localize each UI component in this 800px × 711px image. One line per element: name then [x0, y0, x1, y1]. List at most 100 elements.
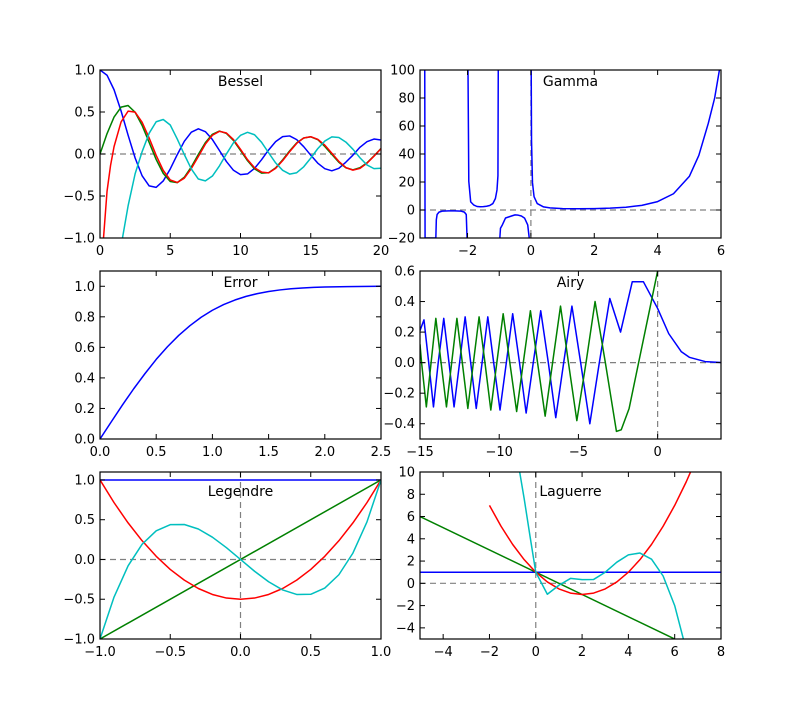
airy-title: Airy — [557, 275, 585, 291]
legendre-series-red-2 — [100, 479, 381, 600]
gamma-x-tick-label: 4 — [653, 244, 661, 259]
bessel-x-tick-label: 20 — [373, 244, 390, 259]
airy-y-tick-label: −0.4 — [383, 417, 415, 432]
error-x-tick-label: 0.0 — [90, 445, 111, 460]
legendre-series-cyan-3 — [100, 479, 381, 639]
laguerre-y-tick-label: −4 — [396, 621, 415, 636]
bessel-x-tick-label: 5 — [166, 244, 174, 259]
laguerre-x-tick-label: 4 — [624, 645, 632, 660]
legendre-y-tick-label: −1.0 — [63, 633, 95, 648]
bessel-series-blue-0 — [100, 70, 381, 189]
laguerre-plot-frame — [419, 471, 722, 640]
laguerre-title: Laguerre — [539, 484, 601, 500]
error-x-tick-label: 2.0 — [314, 445, 335, 460]
laguerre-series-red-2 — [488, 472, 692, 596]
bessel-y-tick-label: 0.0 — [74, 148, 95, 163]
error-title: Error — [223, 275, 257, 291]
gamma-y-tick-label: 60 — [398, 120, 415, 135]
legendre-x-tick-label: −0.5 — [154, 645, 186, 660]
gamma-series-blue-0 — [424, 70, 436, 238]
panel-legendre: −1.0 −0.5 0.0 0.5 1.0 −1.0 −0.5 0.0 0.5 1.0 Legend… — [63, 471, 392, 660]
error-y-tick-label: 0.4 — [74, 371, 95, 386]
laguerre-y-tick-label: 6 — [407, 510, 415, 525]
airy-y-tick-label: 0.0 — [394, 356, 415, 371]
bessel-x-tick-label: 0 — [96, 244, 104, 259]
legendre-title: Legendre — [208, 484, 274, 500]
legendre-x-tick-label: 1.0 — [371, 645, 392, 660]
gamma-series-blue-2 — [467, 70, 500, 208]
laguerre-y-tick-label: 10 — [398, 466, 415, 481]
legendre-x-tick-label: 0.5 — [300, 645, 321, 660]
airy-x-tick-label: −10 — [485, 445, 512, 460]
legendre-y-tick-label: 0.5 — [74, 513, 95, 528]
laguerre-y-tick-label: 8 — [407, 488, 415, 503]
panel-bessel: 0 5 10 15 20 −1.0 −0.5 0.0 0.5 1.0 Bessel — [63, 64, 389, 260]
panel-airy: −15 −10 −5 0 −0.4 −0.2 0.0 0.2 0.4 0.6 Airy — [383, 265, 722, 460]
laguerre-x-tick-label: 0 — [532, 645, 540, 660]
gamma-series-blue-4 — [530, 70, 721, 210]
gamma-series-blue-3 — [499, 214, 531, 238]
error-y-tick-label: 0.6 — [74, 341, 95, 356]
bessel-y-tick-label: −1.0 — [63, 232, 95, 247]
airy-series-green-1 — [420, 271, 659, 433]
error-series-blue-0 — [100, 285, 381, 439]
gamma-title: Gamma — [543, 74, 598, 90]
legendre-y-tick-label: −0.5 — [63, 593, 95, 608]
airy-x-tick-label: 0 — [653, 445, 661, 460]
bessel-series-cyan-3 — [121, 118, 381, 238]
error-x-tick-label: 2.5 — [371, 445, 392, 460]
bessel-y-tick-label: 1.0 — [74, 64, 95, 79]
airy-y-tick-label: 0.2 — [394, 326, 415, 341]
gamma-y-tick-label: −20 — [388, 232, 415, 247]
laguerre-x-tick-label: 8 — [717, 645, 725, 660]
airy-y-tick-label: 0.6 — [394, 265, 415, 280]
laguerre-series-cyan-3 — [518, 472, 685, 639]
gamma-x-tick-label: 2 — [590, 244, 598, 259]
error-x-tick-label: 1.5 — [258, 445, 279, 460]
legendre-y-tick-label: 1.0 — [74, 473, 95, 488]
error-y-tick-label: 0.8 — [74, 310, 95, 325]
panel-laguerre: −4 −2 0 2 4 6 8 −4 −2 0 2 4 6 8 10 Laguerre — [396, 466, 725, 661]
error-y-tick-label: 0.0 — [74, 433, 95, 448]
airy-x-tick-label: −5 — [569, 445, 588, 460]
bessel-x-tick-label: 10 — [232, 244, 249, 259]
gamma-y-tick-label: 40 — [398, 148, 415, 163]
bessel-x-tick-label: 15 — [302, 244, 319, 259]
airy-x-tick-label: −15 — [406, 445, 433, 460]
airy-y-tick-label: 0.4 — [394, 295, 415, 310]
bessel-title: Bessel — [218, 74, 263, 90]
laguerre-y-tick-label: 4 — [407, 532, 415, 547]
gamma-x-tick-label: 6 — [717, 244, 725, 259]
laguerre-series-green-1 — [420, 515, 676, 639]
airy-plot-frame — [419, 270, 722, 440]
laguerre-x-tick-label: 6 — [671, 645, 679, 660]
laguerre-y-tick-label: 2 — [407, 555, 415, 570]
laguerre-x-tick-label: 2 — [578, 645, 586, 660]
bessel-y-tick-label: 0.5 — [74, 106, 95, 121]
laguerre-x-tick-label: −2 — [480, 645, 499, 660]
gamma-y-tick-label: 100 — [390, 64, 415, 79]
laguerre-x-tick-label: −4 — [434, 645, 453, 660]
gamma-series-blue-1 — [435, 210, 468, 238]
gamma-y-tick-label: 80 — [398, 92, 415, 107]
legendre-x-tick-label: −1.0 — [84, 645, 116, 660]
error-y-tick-label: 0.2 — [74, 402, 95, 417]
gamma-x-tick-label: 0 — [527, 244, 535, 259]
bessel-series-green-1 — [100, 104, 381, 184]
laguerre-y-tick-label: 0 — [407, 577, 415, 592]
gamma-y-tick-label: 0 — [407, 204, 415, 219]
airy-series-blue-0 — [420, 280, 721, 425]
error-x-tick-label: 1.0 — [202, 445, 223, 460]
gamma-x-tick-label: −2 — [458, 244, 477, 259]
airy-y-tick-label: −0.2 — [383, 387, 415, 402]
error-y-tick-label: 1.0 — [74, 280, 95, 295]
bessel-y-tick-label: −0.5 — [63, 190, 95, 205]
bessel-series-red-2 — [102, 110, 381, 238]
gamma-y-tick-label: 20 — [398, 176, 415, 191]
error-plot-frame — [99, 270, 382, 440]
legendre-y-tick-label: 0.0 — [74, 553, 95, 568]
legendre-x-tick-label: 0.0 — [230, 645, 251, 660]
laguerre-y-tick-label: −2 — [396, 599, 415, 614]
